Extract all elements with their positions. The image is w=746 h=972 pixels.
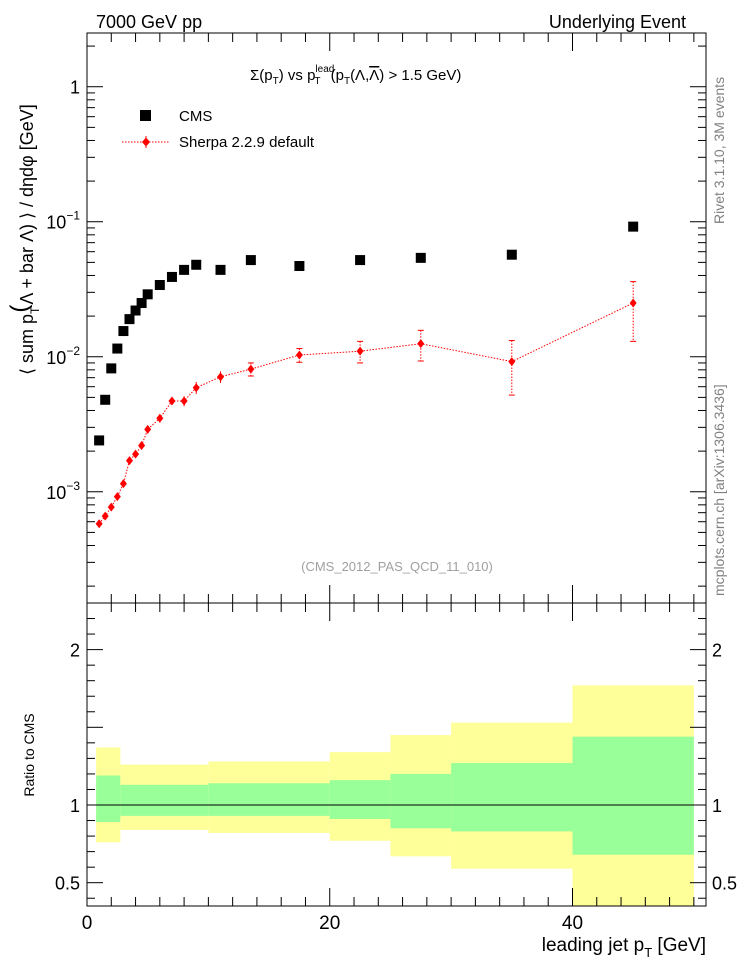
legend-mc-label: Sherpa 2.2.9 default <box>179 134 315 151</box>
mc-point <box>113 492 121 502</box>
header-left: 7000 GeV pp <box>96 12 202 32</box>
ratio-y-label: Ratio to CMS <box>21 713 37 796</box>
ratio-inner-band <box>329 780 391 819</box>
mc-point <box>192 383 200 393</box>
ratio-inner-band <box>390 773 452 829</box>
x-tick-labels: 0 20 40 <box>82 913 583 934</box>
ratio-inner-band <box>120 784 209 816</box>
ratio-panel: 0.5 0.5 1 1 2 2 Ratio to CMS <box>21 602 737 907</box>
cms-point <box>245 255 256 266</box>
cms-point <box>106 363 117 374</box>
mc-point <box>156 413 164 423</box>
ratio-y-tick-label: 2 <box>70 641 80 661</box>
ratio-inner-band <box>96 775 121 823</box>
cms-series <box>94 221 639 446</box>
ratio-y-tick-label: 0.5 <box>55 874 80 894</box>
cms-point <box>294 261 305 272</box>
mc-point <box>125 456 133 466</box>
ratio-y-tick-label-right: 0.5 <box>712 874 737 894</box>
mc-point <box>168 396 176 406</box>
mc-series-line <box>98 302 634 525</box>
cms-point <box>118 326 129 337</box>
ratio-inner-band <box>208 783 330 816</box>
cms-point <box>124 314 135 325</box>
main-y-tick-label: 10−3 <box>46 479 80 503</box>
mc-point <box>119 479 127 489</box>
cms-point <box>100 394 111 405</box>
header-right: Underlying Event <box>549 12 686 32</box>
main-y-tick-label: 10−1 <box>46 209 80 233</box>
legend-mc-marker <box>142 137 150 147</box>
x-tick-label: 20 <box>319 913 340 934</box>
mc-point <box>180 396 188 406</box>
ratio-frame <box>86 602 707 907</box>
mc-point <box>417 339 425 349</box>
cms-point <box>415 252 426 263</box>
ratio-y-tick-label-right: 1 <box>712 796 722 816</box>
ratio-inner-band <box>451 763 573 832</box>
cms-point <box>191 259 202 270</box>
cms-point <box>355 255 366 266</box>
ratio-y-ticks: 0.5 0.5 1 1 2 2 <box>55 618 737 899</box>
x-tick-label: 40 <box>562 913 583 934</box>
mc-point <box>95 519 103 529</box>
mc-series <box>95 281 637 529</box>
cms-point <box>166 271 177 282</box>
mc-point <box>144 424 152 434</box>
mc-point <box>247 364 255 374</box>
cms-point <box>142 289 153 300</box>
rivet-label: Rivet 3.1.10, 3M events <box>711 77 727 224</box>
mc-point <box>508 357 516 367</box>
mc-point <box>217 372 225 382</box>
cms-point <box>136 298 147 309</box>
legend: CMS Sherpa 2.2.9 default <box>122 108 315 151</box>
cms-point <box>154 279 165 290</box>
mc-point <box>295 350 303 360</box>
mcplots-label: mcplots.cern.ch [arXiv:1306.3436] <box>711 384 727 596</box>
mc-point <box>132 449 140 459</box>
ratio-y-tick-label-right: 2 <box>712 641 722 661</box>
x-tick-label: 0 <box>82 913 93 934</box>
cms-point <box>628 221 639 232</box>
mc-point <box>629 298 637 308</box>
ratio-y-tick-label: 1 <box>70 796 80 816</box>
cms-point <box>130 305 141 316</box>
mc-point <box>101 511 109 521</box>
analysis-watermark: (CMS_2012_PAS_QCD_11_010) <box>301 559 493 574</box>
main-x-ticks <box>86 33 695 603</box>
cms-point <box>215 264 226 275</box>
legend-cms-label: CMS <box>179 108 212 125</box>
main-y-label: ⟨ sum pT(Λ + bar Λ) ⟩ / dηdφ [GeV] <box>6 104 42 375</box>
main-y-tick-label: 1 <box>70 78 80 98</box>
chart-title: Σ(pT) vs plead T (pT(Λ,Λ) > 1.5 GeV) <box>250 64 461 87</box>
ratio-inner-band <box>572 736 694 855</box>
cms-point <box>112 343 123 354</box>
cms-point <box>506 249 517 260</box>
mc-point <box>107 502 115 512</box>
main-panel: 10−3 10−2 10−1 1 Σ(pT) vs plead T (pT(Λ,Λ) >… <box>6 32 707 604</box>
ratio-bands <box>96 685 694 906</box>
legend-cms-marker <box>140 110 151 121</box>
main-y-ticks: 10−3 10−2 10−1 1 <box>46 45 706 587</box>
main-y-tick-label: 10−2 <box>46 344 80 368</box>
x-axis-label: leading jet pT [GeV] <box>542 935 706 960</box>
cms-point <box>179 264 190 275</box>
mc-point <box>356 346 364 356</box>
cms-point <box>94 435 105 446</box>
ratio-x-ticks <box>86 603 695 906</box>
mc-point <box>138 441 146 451</box>
